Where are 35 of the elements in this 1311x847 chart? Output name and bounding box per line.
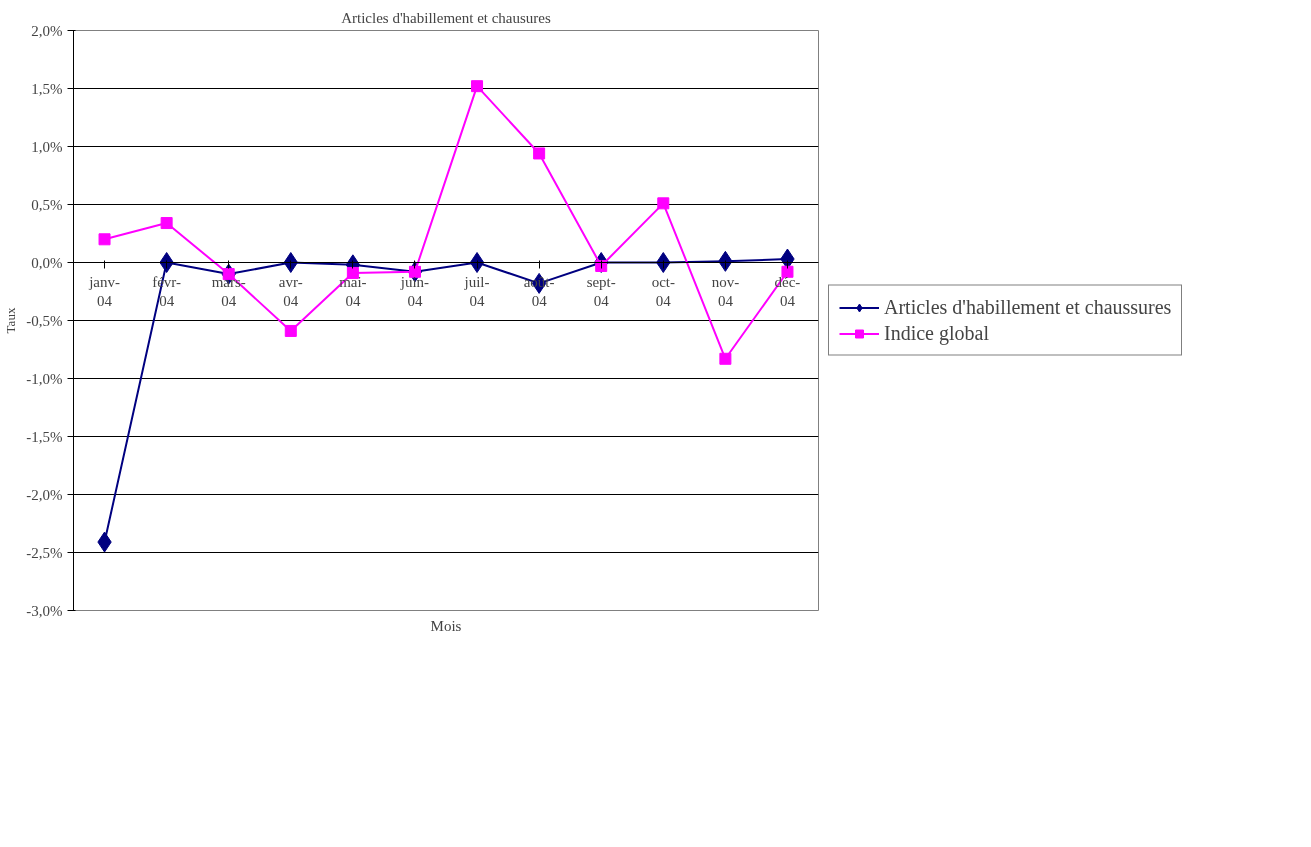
- x-tick-label: oct-04: [651, 273, 675, 309]
- y-axis-title: Taux: [3, 307, 19, 334]
- point: [471, 80, 484, 93]
- x-tick-label: juil-04: [463, 273, 490, 309]
- point: [160, 217, 173, 230]
- y-tick-label: 0,5%: [31, 196, 63, 213]
- point: [283, 252, 298, 273]
- y-tick-label: 1,5%: [31, 80, 63, 97]
- x-axis-title: Mois: [430, 617, 462, 634]
- y-tick-label: -2,0%: [26, 486, 63, 503]
- x-tick-label: avr-04: [278, 273, 303, 309]
- point: [719, 352, 732, 365]
- legend-label: Articles d'habillement et chaussures: [884, 295, 1172, 319]
- x-tick-label: août-04: [523, 273, 555, 309]
- point: [159, 252, 174, 273]
- chart-title: Articles d'habillement et chausures: [341, 9, 552, 26]
- x-tick-label: nov-04: [711, 273, 740, 309]
- point: [533, 147, 546, 160]
- y-tick-label: -3,0%: [26, 602, 63, 619]
- y-tick-label: -1,0%: [26, 370, 63, 387]
- y-tick-label: 1,0%: [31, 138, 63, 155]
- y-tick-label: 0,0%: [31, 254, 63, 271]
- legend-label: Indice global: [884, 321, 989, 345]
- point: [657, 197, 670, 210]
- y-tick-label: -0,5%: [26, 312, 63, 329]
- point: [284, 324, 297, 337]
- y-tick-label: -1,5%: [26, 428, 63, 445]
- y-tick-label: 2,0%: [31, 22, 63, 39]
- point: [656, 252, 671, 273]
- x-tick-label: sept-04: [586, 273, 616, 309]
- point: [469, 252, 485, 273]
- x-tick-label: janv-04: [88, 273, 120, 309]
- x-tick-label: juin-04: [399, 273, 430, 309]
- y-tick-label: -2,5%: [26, 544, 63, 561]
- point: [98, 233, 111, 246]
